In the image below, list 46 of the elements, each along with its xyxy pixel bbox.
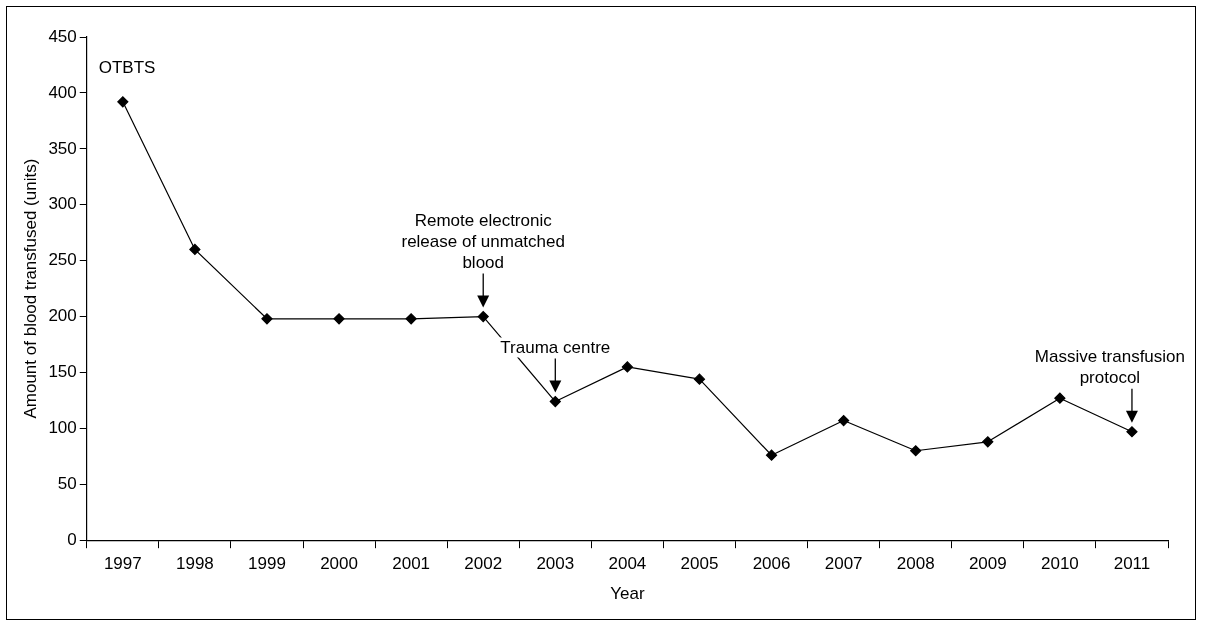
y-tick-label: 150 — [48, 362, 77, 382]
y-tick-label: 200 — [48, 306, 77, 326]
annotation: Massive transfusion protocol — [1034, 346, 1185, 387]
point — [693, 373, 706, 385]
point — [261, 313, 273, 325]
x-tick-label: 2004 — [608, 554, 647, 574]
y-tick-label: 250 — [48, 250, 77, 270]
point — [1054, 392, 1066, 404]
y-tick-label: 100 — [48, 418, 77, 438]
x-tick-label: 1998 — [175, 554, 214, 574]
point — [910, 445, 922, 457]
annotation: OTBTS — [98, 58, 156, 77]
point — [117, 96, 129, 108]
point — [838, 414, 850, 427]
x-tick-label: 2007 — [824, 554, 863, 574]
x-tick-label: 2003 — [536, 554, 575, 574]
x-tick-label: 2000 — [320, 554, 358, 574]
point — [1126, 426, 1138, 438]
x-tick-label: 2010 — [1040, 554, 1079, 574]
y-tick-label: 350 — [48, 138, 77, 158]
x-tick-label: 1999 — [248, 554, 286, 574]
point — [549, 395, 561, 408]
x-tick-label: 2008 — [896, 554, 935, 574]
x-tick-label: 2006 — [752, 554, 791, 574]
annotation: Trauma centre — [500, 337, 611, 357]
point — [405, 313, 417, 325]
x-tick-label: 2009 — [968, 554, 1007, 574]
point — [621, 361, 633, 373]
y-tick-label: 0 — [67, 529, 77, 549]
x-tick-label: 1997 — [103, 554, 142, 574]
y-tick-label: 300 — [48, 194, 77, 214]
y-tick-label: 50 — [57, 473, 77, 493]
point — [982, 436, 994, 448]
y-tick-label: 450 — [48, 26, 77, 46]
x-axis-title: Year — [610, 584, 645, 604]
point — [189, 243, 201, 256]
x-tick-label: 2011 — [1113, 554, 1151, 574]
point — [477, 310, 489, 323]
y-tick-label: 400 — [48, 82, 77, 102]
y-axis-title: Amount of blood transfused (units) — [20, 158, 40, 419]
point — [333, 313, 345, 325]
x-tick-label: 2001 — [392, 554, 431, 574]
x-tick-label: 2005 — [680, 554, 719, 574]
x-tick-label: 2002 — [464, 554, 503, 574]
point — [765, 449, 778, 461]
annotation: Remote electronic release of unmatched blood — [401, 210, 565, 272]
